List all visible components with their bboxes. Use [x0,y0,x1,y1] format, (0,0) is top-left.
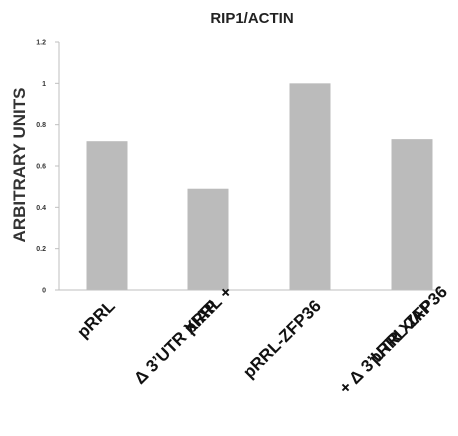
y-tick-label: 1 [42,81,46,88]
bar-2 [289,83,331,290]
x-tick-label: + Δ 3’UTR XIAP [335,296,436,397]
y-tick-label: 0.6 [36,164,46,171]
x-tick-label: Δ 3’UTR XIAP [130,296,222,388]
x-tick-group: pRRL pRRL +Δ 3’UTR XIAP pRRL-ZFP36 pRRL-ZFP… [73,282,451,398]
bar-1 [187,188,229,290]
y-tick-label: 0.2 [36,246,46,253]
bars-group [86,83,433,290]
y-tick-label: 1.2 [36,40,46,47]
y-axis-label: ARBITRARY UNITS [10,88,29,243]
y-tick-label: 0.8 [36,122,46,129]
x-tick-label: pRRL [73,296,118,341]
bar-0 [86,141,128,290]
x-tick-label: pRRL-ZFP36 [239,296,325,382]
y-tick-group: 0 0.2 0.4 0.6 0.8 1 1.2 [36,40,59,295]
bar-3 [391,139,433,290]
y-tick-label: 0.4 [36,205,46,212]
chart-title: RIP1/ACTIN [210,10,293,27]
y-tick-label: 0 [42,288,46,295]
